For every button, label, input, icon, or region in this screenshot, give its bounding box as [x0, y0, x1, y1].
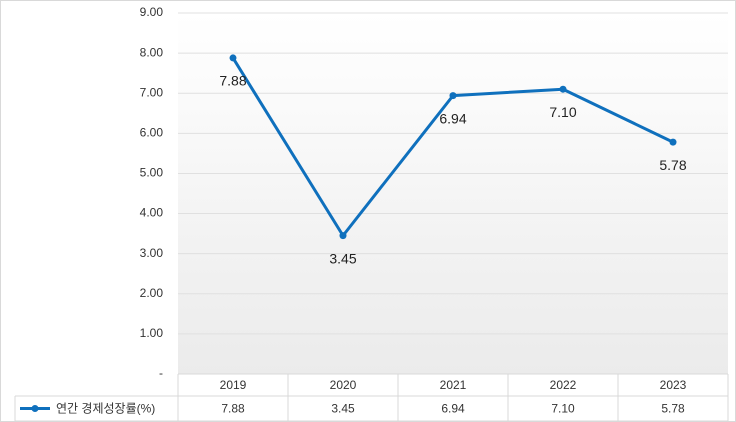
x-tick-label: 2022 — [550, 378, 577, 392]
data-label: 6.94 — [439, 110, 466, 126]
legend-label: 연간 경제성장률(%) — [56, 402, 155, 416]
y-tick-label: 1.00 — [140, 326, 164, 340]
y-tick-label: 2.00 — [140, 286, 164, 300]
y-tick-label: 7.00 — [140, 85, 164, 99]
point — [339, 232, 347, 240]
y-tick-label: 9.00 — [140, 5, 164, 19]
point — [669, 138, 677, 146]
table-value: 3.45 — [331, 402, 355, 416]
table-value: 6.94 — [441, 402, 465, 416]
table-value: 5.78 — [661, 402, 685, 416]
plot-area — [178, 13, 728, 374]
x-tick-label: 2023 — [660, 378, 687, 392]
point — [449, 92, 457, 100]
point — [229, 54, 237, 62]
x-tick-label: 2019 — [220, 378, 247, 392]
table-value: 7.10 — [551, 402, 575, 416]
table-value: 7.88 — [221, 402, 245, 416]
y-tick-label: 5.00 — [140, 166, 164, 180]
x-tick-label: 2021 — [440, 378, 467, 392]
y-tick-label: 8.00 — [140, 45, 164, 59]
y-tick-label: 6.00 — [140, 126, 164, 140]
y-tick-label: - — [159, 366, 163, 380]
data-label: 3.45 — [329, 250, 356, 266]
y-tick-label: 4.00 — [140, 206, 164, 220]
data-label: 7.88 — [219, 73, 246, 89]
y-tick-label: 3.00 — [140, 246, 164, 260]
legend-marker — [31, 405, 39, 412]
data-label: 7.10 — [549, 104, 576, 120]
x-tick-label: 2020 — [330, 378, 357, 392]
data-label: 5.78 — [659, 157, 686, 173]
point — [559, 85, 567, 93]
